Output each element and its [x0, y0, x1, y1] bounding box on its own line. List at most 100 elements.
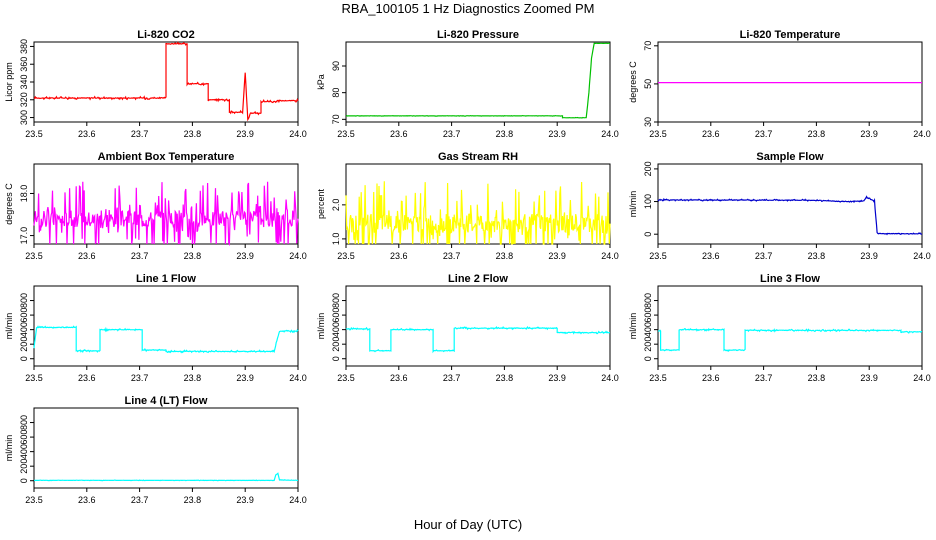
y-tick-label: 50	[643, 79, 653, 89]
x-tick-label: 23.7	[443, 129, 461, 139]
x-tick-label: 23.7	[443, 373, 461, 383]
x-tick-label: 23.7	[755, 251, 773, 261]
x-tick-label: 23.9	[860, 251, 878, 261]
panel-title: Line 2 Flow	[448, 273, 508, 285]
x-tick-label: 23.6	[702, 129, 720, 139]
y-tick-label: 0	[643, 232, 653, 237]
y-tick-label: 200	[643, 337, 653, 352]
y-tick-label: 600	[643, 308, 653, 323]
x-tick-label: 23.6	[78, 495, 96, 505]
x-tick-label: 23.5	[649, 373, 667, 383]
panel-title: Ambient Box Temperature	[98, 151, 235, 163]
x-tick-label: 23.8	[184, 373, 202, 383]
x-tick-label: 24.0	[913, 373, 931, 383]
panel-frame	[33, 285, 299, 367]
x-tick-label: 23.8	[496, 251, 514, 261]
x-tick-label: 23.6	[78, 129, 96, 139]
x-tick-label: 23.5	[25, 129, 43, 139]
x-tick-label: 23.6	[390, 373, 408, 383]
x-tick-label: 23.5	[649, 129, 667, 139]
y-tick-label: 320	[19, 92, 29, 107]
x-tick-label: 23.5	[337, 129, 355, 139]
y-tick-label: 80	[331, 88, 341, 98]
y-tick-label: 400	[19, 444, 29, 459]
x-tick-label: 23.9	[236, 129, 254, 139]
x-tick-label: 23.9	[236, 495, 254, 505]
y-tick-label: 800	[643, 293, 653, 308]
panel-title: Line 4 (LT) Flow	[125, 395, 208, 407]
y-tick-label: 70	[643, 41, 653, 51]
x-tick-label: 23.8	[184, 129, 202, 139]
y-tick-label: 600	[331, 308, 341, 323]
y-tick-label: 200	[643, 161, 653, 176]
y-tick-label: 0	[331, 356, 341, 361]
x-tick-label: 23.7	[131, 129, 149, 139]
y-tick-label: 90	[331, 61, 341, 71]
panel-y-label: ml/min	[628, 191, 638, 218]
x-tick-label: 24.0	[601, 251, 619, 261]
x-tick-label: 23.9	[548, 373, 566, 383]
x-tick-label: 23.6	[702, 251, 720, 261]
x-tick-label: 23.9	[860, 373, 878, 383]
panel-title: Line 3 Flow	[760, 273, 820, 285]
series-line	[657, 327, 923, 352]
x-tick-label: 23.6	[78, 251, 96, 261]
panel-title: Li-820 CO2	[137, 29, 194, 41]
series-line	[33, 181, 299, 247]
x-tick-label: 23.6	[702, 373, 720, 383]
x-tick-label: 24.0	[289, 373, 307, 383]
y-tick-label: 70	[331, 114, 341, 124]
x-tick-label: 24.0	[913, 129, 931, 139]
x-tick-label: 23.5	[337, 373, 355, 383]
series-line	[34, 472, 298, 482]
x-tick-label: 24.0	[289, 129, 307, 139]
y-tick-label: 100	[643, 194, 653, 209]
x-tick-label: 23.9	[236, 251, 254, 261]
x-tick-label: 23.5	[25, 495, 43, 505]
x-tick-label: 23.5	[649, 251, 667, 261]
y-tick-label: 800	[331, 293, 341, 308]
panel-frame	[345, 285, 611, 367]
x-tick-label: 23.6	[390, 129, 408, 139]
panel-y-label: ml/min	[4, 313, 14, 340]
x-tick-label: 23.8	[808, 251, 826, 261]
panel-frame	[345, 41, 611, 123]
y-tick-label: 200	[331, 337, 341, 352]
x-tick-label: 23.7	[443, 251, 461, 261]
y-tick-label: 0	[19, 478, 29, 483]
y-tick-label: 18.0	[19, 185, 29, 203]
y-tick-label: 200	[19, 337, 29, 352]
y-tick-label: 600	[19, 430, 29, 445]
x-tick-label: 24.0	[289, 495, 307, 505]
panel-frame	[33, 407, 299, 489]
series-line	[33, 41, 299, 122]
panel-y-label: kPa	[316, 74, 326, 90]
series-line	[345, 42, 610, 119]
panel-frame	[657, 285, 923, 367]
x-tick-label: 23.5	[337, 251, 355, 261]
panel-y-label: Licor ppm	[4, 62, 14, 102]
x-tick-label: 23.9	[548, 129, 566, 139]
x-tick-label: 23.8	[496, 373, 514, 383]
series-line	[657, 195, 923, 236]
x-tick-label: 23.7	[131, 373, 149, 383]
x-tick-label: 23.7	[131, 251, 149, 261]
y-tick-label: 800	[19, 293, 29, 308]
panel-y-label: ml/min	[628, 313, 638, 340]
x-tick-label: 23.8	[184, 251, 202, 261]
y-tick-label: 17.0	[19, 227, 29, 245]
x-tick-label: 23.9	[548, 251, 566, 261]
x-tick-label: 24.0	[289, 251, 307, 261]
panel-title: Gas Stream RH	[438, 151, 518, 163]
x-tick-label: 23.6	[390, 251, 408, 261]
x-tick-label: 23.8	[808, 129, 826, 139]
x-tick-label: 23.9	[860, 129, 878, 139]
x-tick-label: 23.6	[78, 373, 96, 383]
y-tick-label: 0	[19, 356, 29, 361]
y-tick-label: 800	[19, 415, 29, 430]
x-tick-label: 23.8	[496, 129, 514, 139]
panel-y-label: degrees C	[628, 61, 638, 103]
y-tick-label: 300	[19, 110, 29, 125]
panel-frame	[33, 163, 299, 245]
